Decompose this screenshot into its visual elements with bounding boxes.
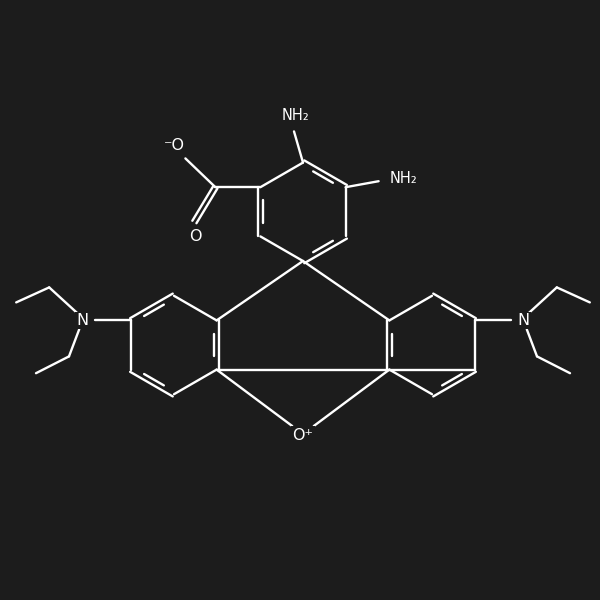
Text: N: N — [76, 313, 88, 328]
Text: NH₂: NH₂ — [390, 170, 418, 185]
Text: O: O — [190, 229, 202, 244]
Text: N: N — [518, 313, 530, 328]
Text: NH₂: NH₂ — [281, 107, 309, 122]
Text: ⁻O: ⁻O — [164, 137, 185, 152]
Text: O⁺: O⁺ — [293, 427, 314, 442]
